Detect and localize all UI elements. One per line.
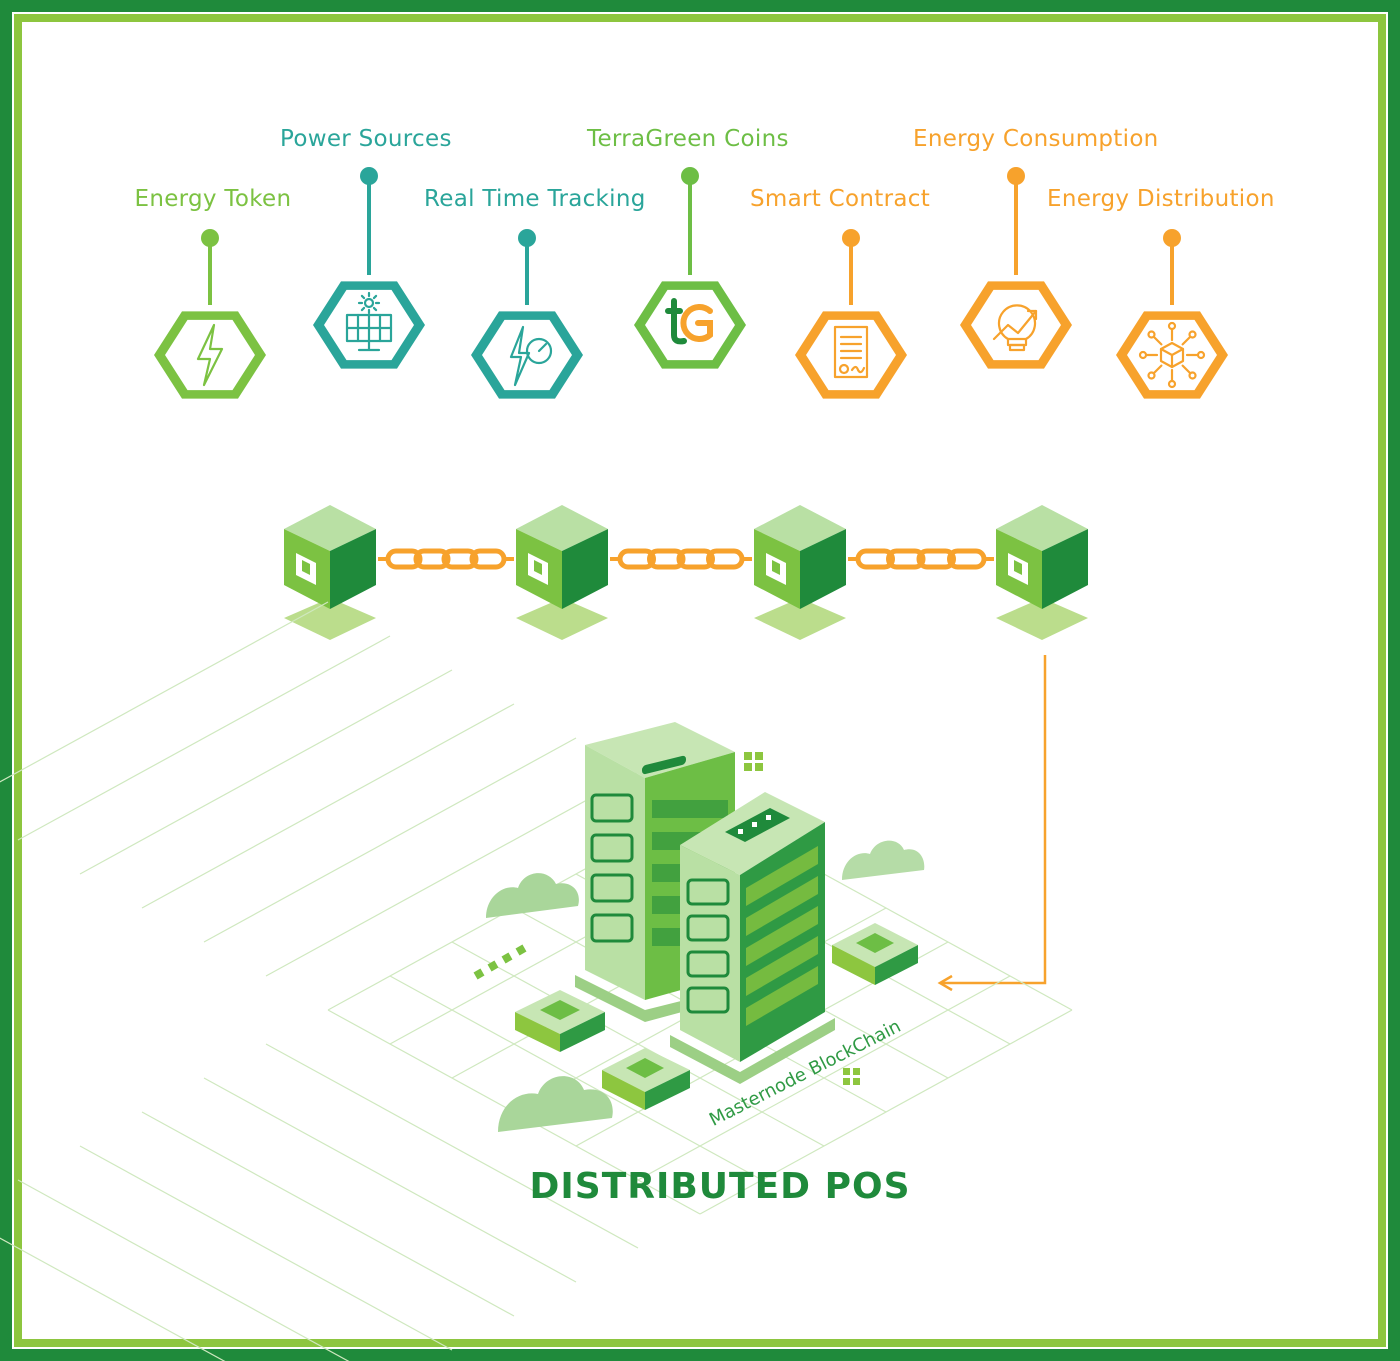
bolt-gauge-icon (509, 325, 553, 387)
smart-contract-label: Smart Contract (750, 186, 931, 212)
terragreen-coins-label: TerraGreen Coins (587, 126, 789, 152)
iso-grid (0, 601, 1073, 1361)
block-cube-icon (516, 505, 608, 640)
real-time-tracking-label: Real Time Tracking (424, 186, 646, 212)
terragreen-coins-node (634, 167, 746, 369)
network-cube-icon (1138, 321, 1206, 389)
energy-token-node (154, 229, 266, 399)
mini-node (515, 990, 605, 1052)
smart-contract-node (795, 229, 907, 399)
connector-arrow (937, 655, 1047, 992)
cloud-icon (498, 1076, 613, 1132)
connector-dot (360, 167, 378, 185)
real-time-tracking-node (471, 229, 583, 399)
dots-decoration (473, 944, 527, 980)
connector-dot (1163, 229, 1181, 247)
connector-dot (681, 167, 699, 185)
inner-frame (14, 14, 1386, 1347)
chain-link-icon (610, 548, 752, 570)
power-sources-node (313, 167, 425, 369)
block-cube-icon (284, 505, 376, 640)
connector-dot (1007, 167, 1025, 185)
lightbulb-growth-icon (992, 304, 1038, 352)
block-cube-icon (996, 505, 1088, 640)
contract-document-icon (833, 325, 869, 379)
hex-inner (971, 289, 1061, 361)
power-sources-label: Power Sources (280, 126, 452, 152)
hex-inner (645, 289, 735, 361)
cloud-icon (486, 873, 579, 918)
energy-token-label: Energy Token (134, 186, 292, 212)
energy-consumption-node (960, 167, 1072, 369)
connector-dot (201, 229, 219, 247)
hex-inner (806, 319, 896, 391)
masternode-server-scene (0, 601, 1073, 1361)
mini-node (832, 923, 918, 985)
terragreen-logo-icon (665, 298, 713, 345)
solar-panel-icon (345, 291, 393, 352)
energy-distribution-node (1116, 229, 1228, 399)
hex-nodes (154, 167, 1228, 399)
cloud-icon (842, 840, 925, 880)
chain-link-icon (848, 548, 994, 570)
energy-consumption-label: Energy Consumption (913, 126, 1159, 152)
connector-dot (842, 229, 860, 247)
diagram-title: DISTRIBUTED POS (529, 1166, 911, 1207)
chain-link-icon (378, 548, 514, 570)
hex-inner (165, 319, 255, 391)
block-cube-icon (754, 505, 846, 640)
blockchain-row (284, 505, 1088, 640)
lightning-bolt-icon (196, 323, 224, 387)
energy-distribution-label: Energy Distribution (1047, 186, 1275, 212)
squares-decoration (744, 752, 860, 1085)
connector-dot (518, 229, 536, 247)
server-tower-front (670, 792, 835, 1084)
mini-node (602, 1048, 690, 1110)
